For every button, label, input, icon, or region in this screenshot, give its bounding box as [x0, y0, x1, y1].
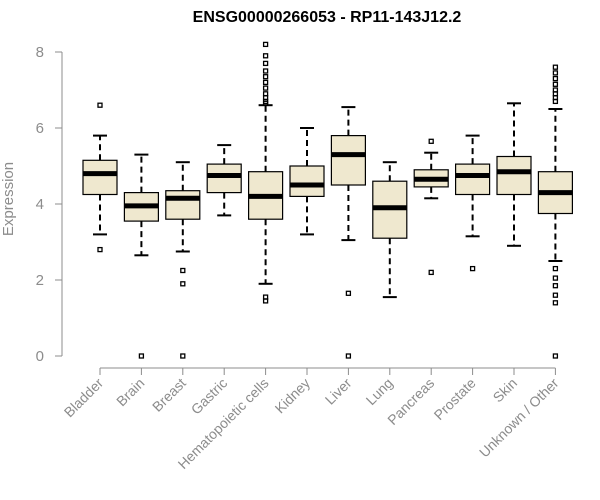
- outlier-point: [262, 53, 269, 59]
- x-tick-label: Brain: [113, 375, 147, 409]
- outlier-point: [552, 81, 559, 87]
- y-axis-label: Expression: [0, 162, 17, 236]
- box-gastric: [206, 144, 242, 217]
- x-tick-label: Prostate: [431, 375, 479, 423]
- box-kidney: [289, 127, 325, 236]
- y-tick-label: 4: [36, 196, 44, 213]
- outlier-point: [552, 265, 559, 272]
- iqr-box: [289, 165, 325, 197]
- outlier-point: [552, 283, 559, 289]
- box-pancreas: [413, 138, 449, 276]
- outlier-point: [345, 290, 352, 296]
- x-tick-label: Liver: [322, 375, 355, 408]
- outlier-point: [552, 275, 559, 281]
- outlier-point: [262, 79, 269, 86]
- box-hematopoietic-cells: [248, 41, 284, 304]
- iqr-box: [206, 163, 242, 194]
- outlier-point: [97, 102, 103, 108]
- boxes-layer: [82, 41, 574, 359]
- y-tick-label: 0: [36, 348, 44, 365]
- outlier-point: [552, 292, 559, 298]
- y-tick-label: 8: [36, 44, 44, 61]
- box-brain: [123, 153, 160, 359]
- outlier-point: [138, 353, 145, 359]
- iqr-box: [165, 190, 201, 220]
- outlier-point: [180, 353, 186, 359]
- outlier-point: [552, 70, 559, 76]
- box-liver: [330, 106, 366, 359]
- outlier-point: [262, 74, 269, 80]
- outlier-point: [345, 353, 352, 359]
- outlier-point: [262, 100, 269, 106]
- y-tick-label: 6: [36, 120, 44, 137]
- chart-title: ENSG00000266053 - RP11-143J12.2: [193, 9, 462, 26]
- outlier-point: [180, 281, 186, 287]
- outlier-point: [428, 138, 434, 144]
- box-unknown-other: [537, 64, 574, 359]
- outlier-point: [552, 353, 559, 359]
- outlier-point: [428, 269, 434, 276]
- outlier-point: [262, 85, 269, 91]
- outlier-point: [469, 265, 476, 272]
- outlier-point: [262, 41, 269, 48]
- outlier-point: [262, 60, 269, 67]
- box-breast: [165, 161, 201, 359]
- outlier-point: [552, 300, 559, 306]
- x-tick-label: Skin: [490, 375, 521, 406]
- box-bladder: [82, 102, 118, 253]
- iqr-box: [496, 155, 532, 196]
- y-tick-label: 2: [36, 272, 44, 289]
- x-tick-label: Kidney: [272, 375, 314, 417]
- outlier-point: [180, 267, 186, 274]
- iqr-box: [330, 135, 366, 186]
- outlier-point: [552, 75, 559, 82]
- outlier-point: [552, 64, 559, 70]
- iqr-box: [455, 163, 491, 196]
- x-tick-label: Lung: [363, 375, 396, 408]
- outlier-point: [262, 298, 269, 304]
- box-lung: [372, 161, 408, 299]
- outlier-point: [552, 98, 559, 105]
- box-skin: [496, 102, 532, 247]
- y-axis: 0 2 4 6 8: [36, 44, 63, 365]
- iqr-box: [82, 159, 118, 196]
- outlier-point: [262, 68, 269, 74]
- x-tick-label: Bladder: [61, 375, 107, 421]
- outlier-point: [97, 246, 103, 253]
- box-prostate: [455, 134, 491, 272]
- x-tick-label: Unknown / Other: [476, 375, 562, 461]
- x-tick-label: Breast: [149, 375, 189, 415]
